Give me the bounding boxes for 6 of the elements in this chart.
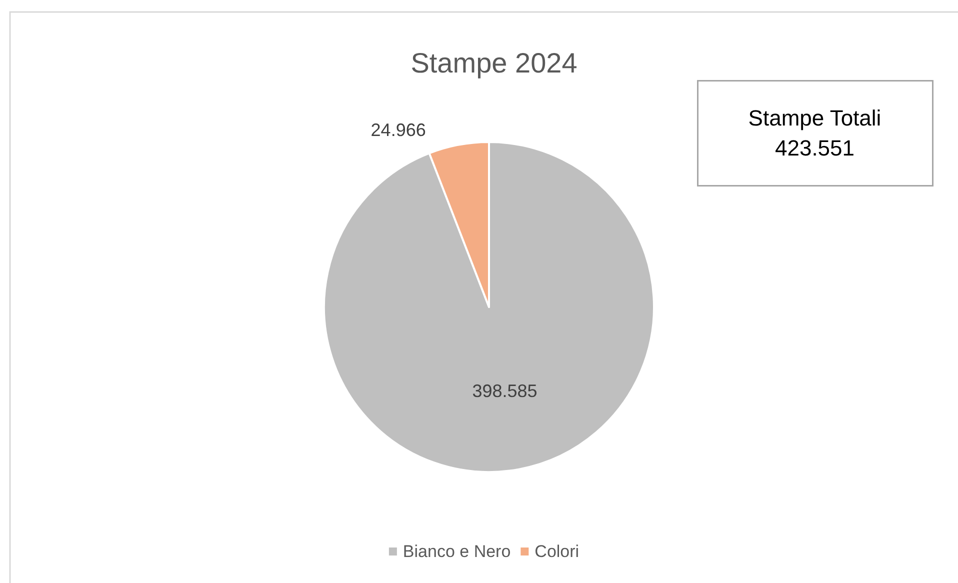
data-label: 398.585 (472, 381, 538, 402)
legend-label: Colori (534, 542, 580, 561)
chart-title: Stampe 2024 (410, 48, 578, 78)
legend-label: Bianco e Nero (402, 542, 511, 561)
data-label: 24.966 (370, 120, 426, 140)
text: Stampe Totali 423.551 (748, 105, 882, 160)
